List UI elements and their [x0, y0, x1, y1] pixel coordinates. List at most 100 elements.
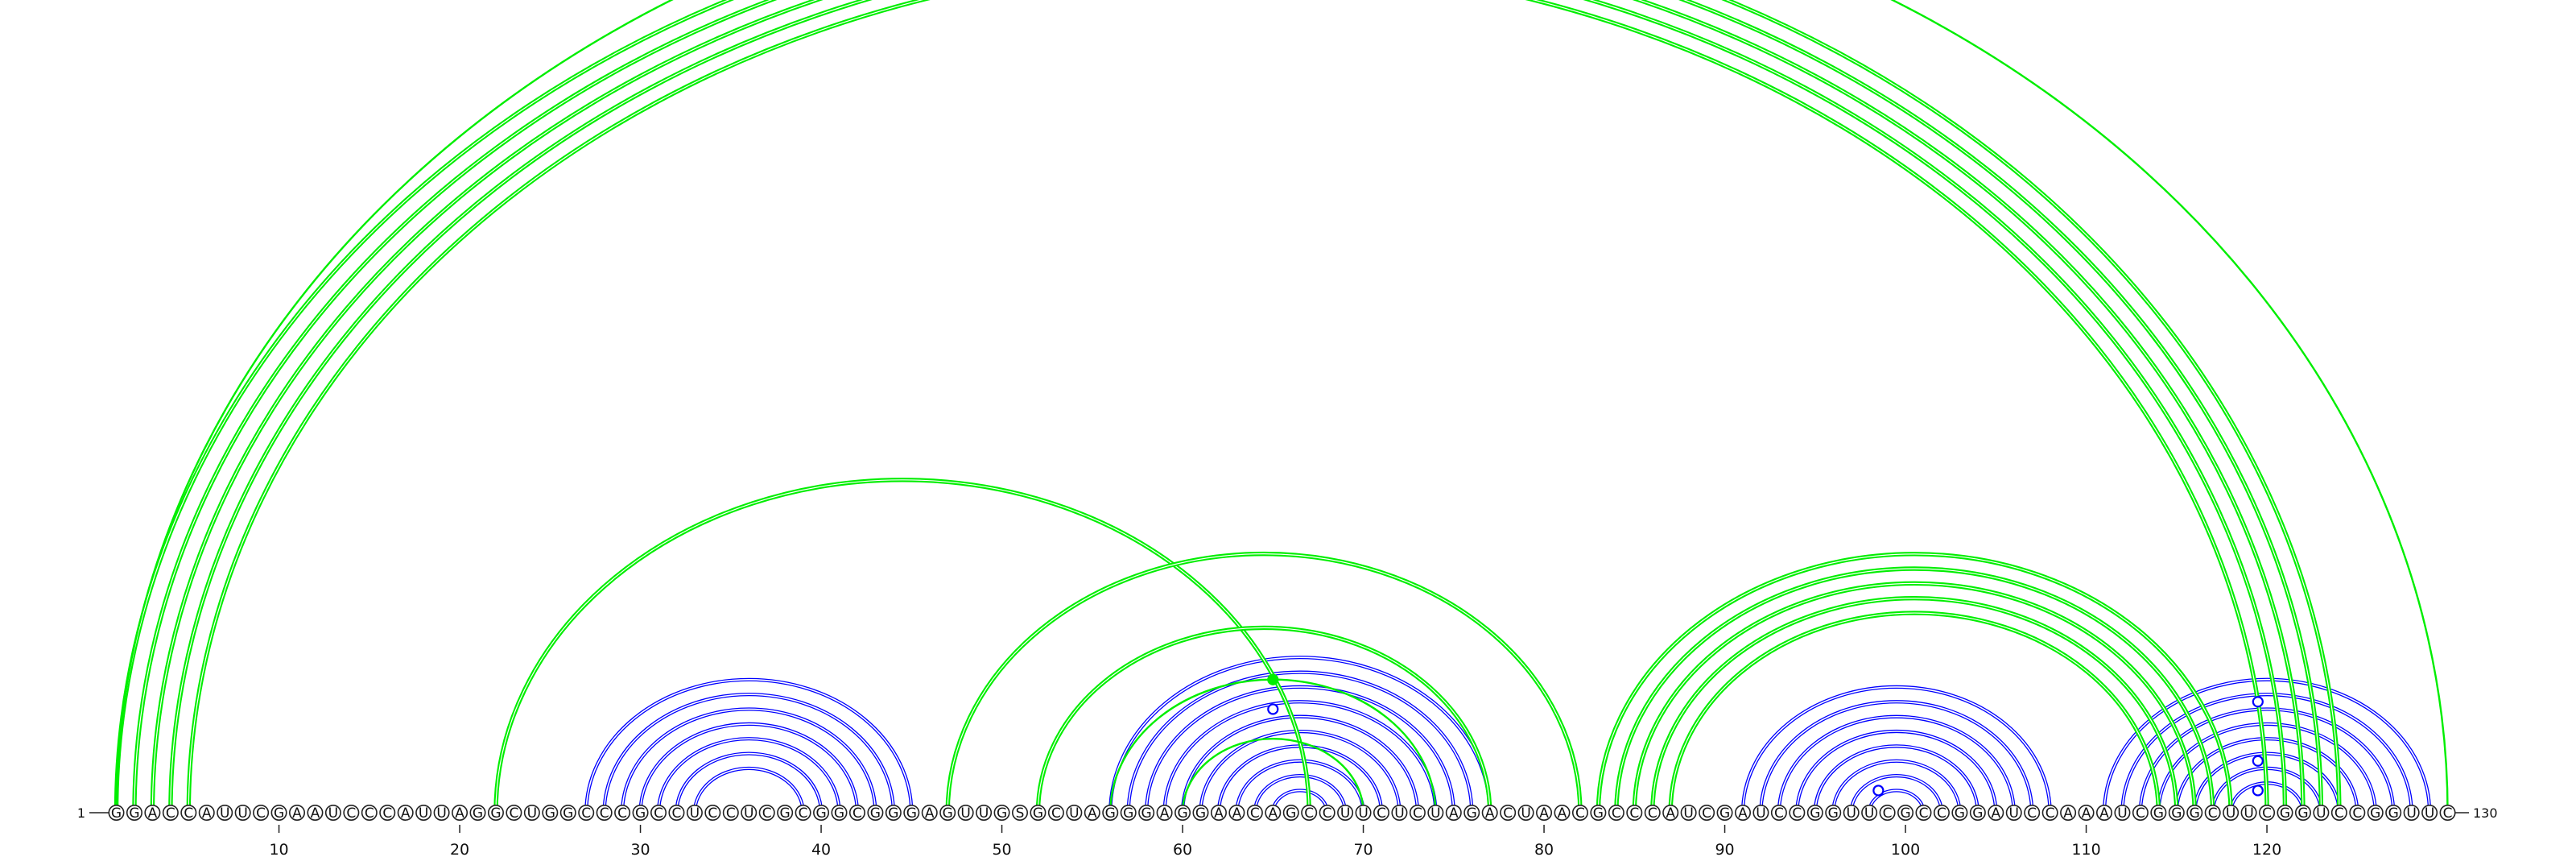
nucleotide-letter: A — [401, 805, 411, 822]
nucleotide-circle — [2240, 804, 2257, 821]
base-pair-arc-green-6-core — [947, 553, 1581, 814]
nucleotide-circle — [831, 804, 848, 821]
base-pair-arc-green-3-core — [170, 0, 2286, 814]
nucleotide-circle — [2349, 804, 2366, 821]
nucleotide-letter: C — [1883, 805, 1893, 822]
nucleotide-letter: A — [925, 805, 935, 822]
base-pair-arc-green-0 — [117, 0, 2339, 813]
nucleotide-circle — [957, 804, 974, 821]
base-pair-arc-green-8-core — [1597, 553, 2231, 814]
nucleotide-circle — [1825, 804, 1842, 821]
nucleotide-circle — [1084, 804, 1100, 821]
nucleotide-letter: C — [799, 805, 808, 822]
nucleotide-letter: G — [1105, 805, 1116, 822]
base-pair-arc-blue-24-core — [1868, 789, 1925, 814]
tick-label: 20 — [450, 841, 469, 857]
nucleotide-letter: C — [1413, 805, 1422, 822]
nucleotide-letter: G — [2280, 805, 2290, 822]
nucleotide-circle — [993, 804, 1010, 821]
nucleotide-letter: U — [527, 805, 537, 822]
position-axis: 10 20 30 40 50 60 70 80 90 100 110 120 — [89, 812, 2469, 857]
base-pair-arc-green-4 — [188, 0, 2267, 813]
nucleotide-letter: A — [1738, 805, 1748, 822]
nucleotide-letter: G — [545, 805, 555, 822]
nucleotide-circle — [1644, 804, 1661, 821]
nucleotide-circle — [2277, 804, 2293, 821]
nucleotide-circle — [1951, 804, 1968, 821]
base-pair-arc-blue-27-core — [2140, 708, 2394, 814]
nucleotide-circle — [1806, 804, 1823, 821]
nucleotide-circle — [469, 804, 486, 821]
base-pair-arc-blue-12-core — [1199, 731, 1401, 814]
base-pair-arc-blue-32-core — [2230, 782, 2304, 814]
nucleotide-letter: U — [1846, 805, 1856, 822]
base-pair-arc-blue-18-core — [1760, 701, 2033, 814]
nucleotide-letter: G — [635, 805, 646, 822]
tick-label: 10 — [269, 841, 288, 857]
nucleotide-letter: A — [2063, 805, 2073, 822]
nucleotide-circle — [1102, 804, 1119, 821]
tick-label: 50 — [992, 841, 1011, 857]
nucleotide-circle — [2060, 804, 2077, 821]
nucleotide-letter: U — [1521, 805, 1530, 822]
nucleotide-letter: G — [2370, 805, 2380, 822]
nucleotide-circle — [758, 804, 775, 821]
nucleotide-letter: G — [780, 805, 791, 822]
nucleotide-circle — [1120, 804, 1137, 821]
base-pair-arc-blue-25-core — [2103, 678, 2430, 814]
nucleotide-circle — [2421, 804, 2438, 821]
nucleotide-letter: C — [1629, 805, 1639, 822]
nucleotide-circle — [506, 804, 522, 821]
nucleotide-letter: U — [979, 805, 989, 822]
pair-marker-3 — [1267, 703, 1279, 715]
nucleotide-circle — [180, 804, 197, 821]
marked-pair-arc-2 — [1181, 737, 1364, 814]
nucleotide-circle — [2114, 804, 2131, 821]
nucleotide-circle — [813, 804, 830, 821]
nucleotide-circle — [1210, 804, 1227, 821]
nucleotide-circle — [650, 804, 667, 821]
nucleotide-circle — [939, 804, 956, 821]
nucleotide-letter: C — [1377, 805, 1386, 822]
base-pair-arc-blue-21-core — [1814, 745, 1979, 814]
base-pair-arc-blue-29-core — [2176, 738, 2359, 814]
base-pair-arc-blue-13-core — [1218, 745, 1382, 814]
nucleotide-circle — [307, 804, 324, 821]
nucleotide-letter: A — [1449, 805, 1459, 822]
nucleotide-circle — [2132, 804, 2149, 821]
nucleotide-circle — [126, 804, 142, 821]
base-pair-arc-green-1 — [132, 0, 2324, 814]
nucleotide-letter: U — [690, 805, 700, 822]
nucleotide-letter: C — [2352, 805, 2362, 822]
nucleotide-circle — [452, 804, 469, 821]
base-pair-arc-green-9-core — [1616, 568, 2214, 814]
nucleotide-circle — [1969, 804, 1986, 821]
base-pair-arc-blue-4 — [656, 737, 841, 814]
nucleotide-letter: C — [1575, 805, 1585, 822]
nucleotide-circle — [2168, 804, 2185, 821]
nucleotide-letter: C — [600, 805, 609, 822]
nucleotide-letter: G — [1033, 805, 1043, 822]
nucleotide-letter: U — [2425, 805, 2434, 822]
nucleotide-letter: C — [852, 805, 862, 822]
tick-label: 80 — [1534, 841, 1554, 857]
base-pair-arc-green-9 — [1614, 566, 2215, 814]
nucleotide-letter: G — [1810, 805, 1820, 822]
base-pair-arc-green-8 — [1596, 551, 2233, 814]
nucleotide-letter: C — [1250, 805, 1260, 822]
nucleotide-letter: C — [708, 805, 717, 822]
nucleotide-circle — [1843, 804, 1860, 821]
nucleotide-circle — [2403, 804, 2420, 821]
nucleotide-circle — [2096, 804, 2113, 821]
nucleotide-letter: U — [2117, 805, 2127, 822]
nucleotide-circle — [1988, 804, 2004, 821]
nucleotide-letter: U — [1358, 805, 1368, 822]
nucleotide-circle — [1481, 804, 1498, 821]
base-pair-arc-blue-14-core — [1236, 760, 1364, 814]
nucleotide-letter: A — [1088, 805, 1097, 822]
nucleotide-circle — [596, 804, 613, 821]
base-pair-arc-blue-20-core — [1796, 731, 1997, 814]
nucleotide-letter: C — [382, 805, 392, 822]
nucleotide-circle — [2041, 804, 2058, 821]
base-pair-arc-blue-22-core — [1832, 760, 1961, 814]
